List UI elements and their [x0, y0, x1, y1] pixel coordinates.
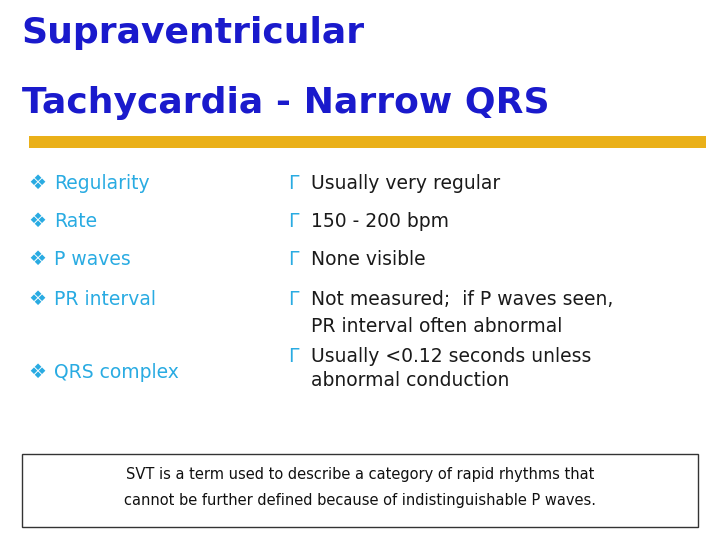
Text: ❖: ❖	[29, 174, 47, 193]
Text: P waves: P waves	[54, 249, 131, 269]
Text: abnormal conduction: abnormal conduction	[311, 371, 510, 390]
Text: Γ: Γ	[288, 212, 299, 231]
Text: 150 - 200 bpm: 150 - 200 bpm	[311, 212, 449, 231]
Text: cannot be further defined because of indistinguishable P waves.: cannot be further defined because of ind…	[124, 494, 596, 508]
Text: Γ: Γ	[288, 174, 299, 193]
Text: None visible: None visible	[311, 249, 426, 269]
Text: QRS complex: QRS complex	[54, 363, 179, 382]
Text: SVT is a term used to describe a category of rapid rhythms that: SVT is a term used to describe a categor…	[126, 468, 594, 482]
Text: ❖: ❖	[29, 290, 47, 309]
Text: PR interval often abnormal: PR interval often abnormal	[311, 317, 562, 336]
Text: Usually very regular: Usually very regular	[311, 174, 500, 193]
Text: ❖: ❖	[29, 249, 47, 269]
Text: ❖: ❖	[29, 212, 47, 231]
Text: Supraventricular: Supraventricular	[22, 16, 365, 50]
Text: ❖: ❖	[29, 363, 47, 382]
Text: Γ: Γ	[288, 290, 299, 309]
Text: Not measured;  if P waves seen,: Not measured; if P waves seen,	[311, 290, 613, 309]
Bar	[29, 136, 706, 148]
Text: Γ: Γ	[288, 249, 299, 269]
Text: Regularity: Regularity	[54, 174, 150, 193]
Text: PR interval: PR interval	[54, 290, 156, 309]
FancyBboxPatch shape	[22, 454, 698, 526]
Text: Usually <0.12 seconds unless: Usually <0.12 seconds unless	[311, 347, 591, 366]
Text: Rate: Rate	[54, 212, 97, 231]
Text: Tachycardia - Narrow QRS: Tachycardia - Narrow QRS	[22, 86, 549, 120]
Text: Γ: Γ	[288, 347, 299, 366]
